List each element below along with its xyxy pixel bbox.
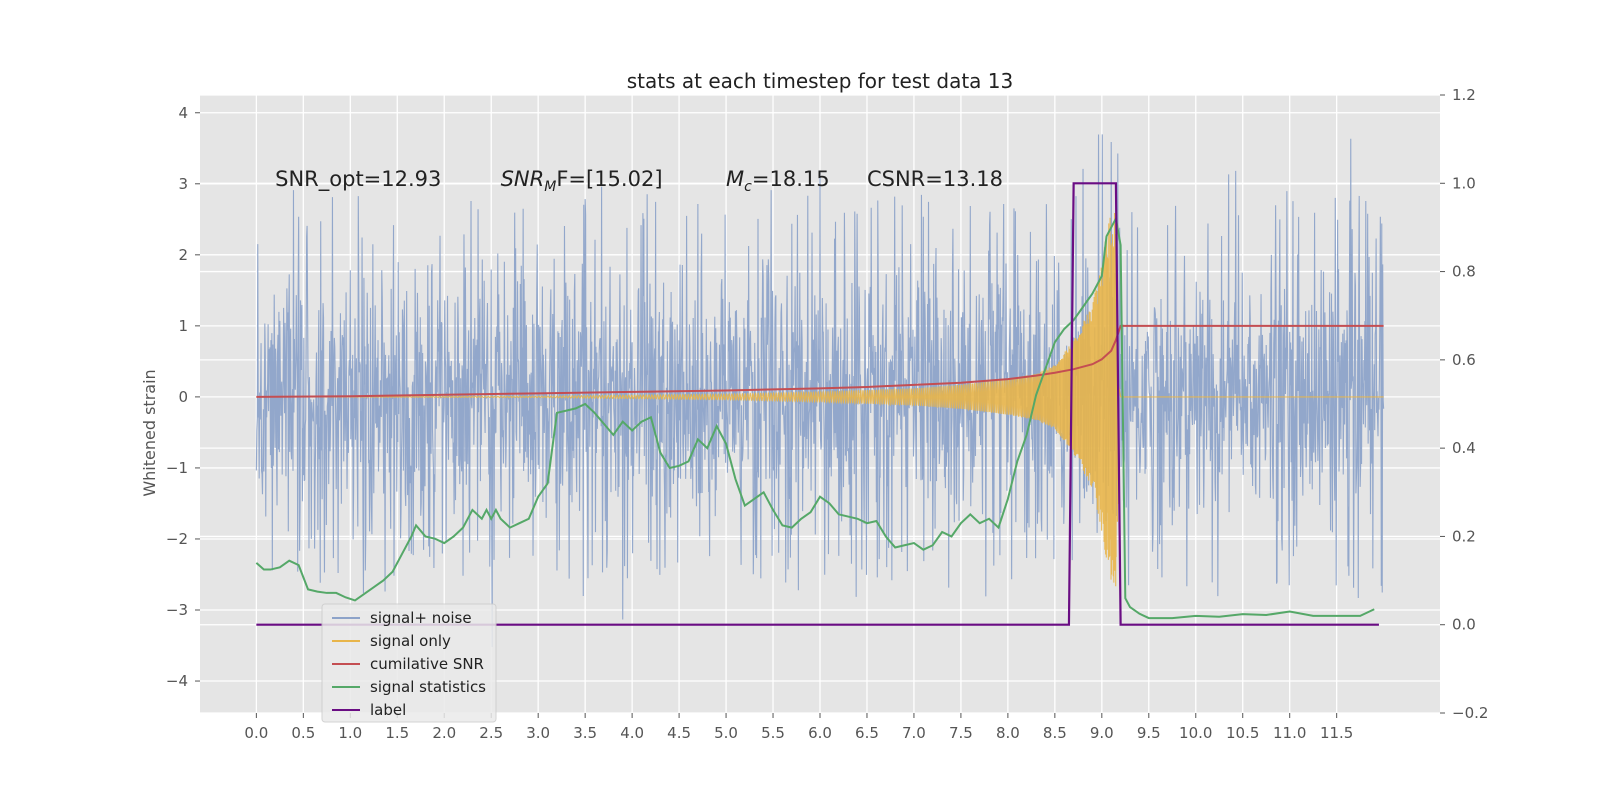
legend: signal+ noise signal only cumilative SNR si… [321, 603, 497, 723]
x-tick-label: 2.5 [479, 724, 503, 742]
annotation-rest: =18.15 [752, 167, 830, 191]
series-cumulative-snr [256, 324, 1384, 398]
y2-tick-label: 1.2 [1452, 86, 1476, 104]
y-tick-label: −1 [166, 459, 188, 477]
annotation-rest: F=[15.02] [556, 167, 662, 191]
legend-label: signal statistics [370, 678, 486, 696]
series-signal-statistics [255, 215, 1375, 620]
y-tick-label: 1 [178, 317, 188, 335]
y2-tick-label: 1.0 [1452, 174, 1476, 192]
x-tick-label: 2.0 [432, 724, 456, 742]
y-tick-label: −3 [166, 601, 188, 619]
y2-tick-label: 0.6 [1452, 351, 1476, 369]
x-tick-label: 4.0 [620, 724, 644, 742]
annotation-1: SNRMF=[15.02] [501, 167, 663, 195]
x-tick-label: 3.5 [573, 724, 597, 742]
x-tick-label: 4.5 [667, 724, 691, 742]
x-tick-label: 6.0 [808, 724, 832, 742]
y-tick-label: 3 [178, 175, 188, 193]
x-tick-label: 6.5 [855, 724, 879, 742]
series-signal-only [256, 208, 1384, 587]
y-tick-label: 0 [178, 388, 188, 406]
x-tick-label: 8.0 [996, 724, 1020, 742]
x-tick-label: 9.5 [1137, 724, 1161, 742]
y2-tick-label: 0.2 [1452, 527, 1476, 545]
y2-tick-label: 0.0 [1452, 616, 1476, 634]
series-layer [255, 134, 1385, 648]
legend-label: signal only [370, 632, 451, 650]
x-tick-label: 7.5 [949, 724, 973, 742]
series-signal-noise [255, 134, 1385, 648]
x-tick-label: 10.0 [1179, 724, 1212, 742]
annotation-subscript: M [544, 179, 556, 195]
ticks: 0.0 0.5 1.0 1.5 2.0 2.5 3.0 3.5 4.0 4.5 5.0 5.5 6.0 6… [166, 86, 1489, 742]
y2-tick-label: 0.8 [1452, 263, 1476, 281]
x-tick-label: 1.0 [338, 724, 362, 742]
y-tick-label: 4 [178, 104, 188, 122]
x-tick-label: 1.5 [385, 724, 409, 742]
annotation-2: Mc=18.15 [726, 167, 830, 195]
annotation-3: CSNR=13.18 [867, 167, 1003, 191]
y2-tick-label: 0.4 [1452, 439, 1476, 457]
x-tick-label: 9.0 [1090, 724, 1114, 742]
annotations: SNR_opt=12.93 SNRMF=[15.02] Mc=18.15 CSNR=1… [275, 167, 1003, 195]
legend-label: label [370, 701, 406, 719]
chart-title: stats at each timestep for test data 13 [627, 69, 1013, 93]
legend-label: signal+ noise [370, 609, 472, 627]
annotation-base: M [726, 167, 744, 191]
annotation-0: SNR_opt=12.93 [275, 167, 441, 192]
x-tick-label: 8.5 [1043, 724, 1067, 742]
x-tick-label: 11.5 [1320, 724, 1353, 742]
y-tick-label: −2 [166, 530, 188, 548]
x-tick-label: 7.0 [902, 724, 926, 742]
x-tick-label: 3.0 [526, 724, 550, 742]
y-tick-label: −4 [166, 672, 188, 690]
y-tick-label: 2 [178, 246, 188, 264]
x-tick-label: 0.5 [291, 724, 315, 742]
y2-tick-label: −0.2 [1452, 704, 1488, 722]
legend-label: cumilative SNR [370, 655, 484, 673]
x-tick-label: 0.0 [244, 724, 268, 742]
x-tick-label: 5.0 [714, 724, 738, 742]
x-tick-label: 5.5 [761, 724, 785, 742]
legend-box [321, 603, 497, 723]
series-label [256, 182, 1379, 626]
y-axis-label: Whitened strain [140, 369, 159, 496]
annotation-subscript: c [744, 179, 752, 195]
annotation-base: SNR [501, 167, 545, 191]
x-tick-label: 11.0 [1273, 724, 1306, 742]
x-tick-label: 10.5 [1226, 724, 1259, 742]
